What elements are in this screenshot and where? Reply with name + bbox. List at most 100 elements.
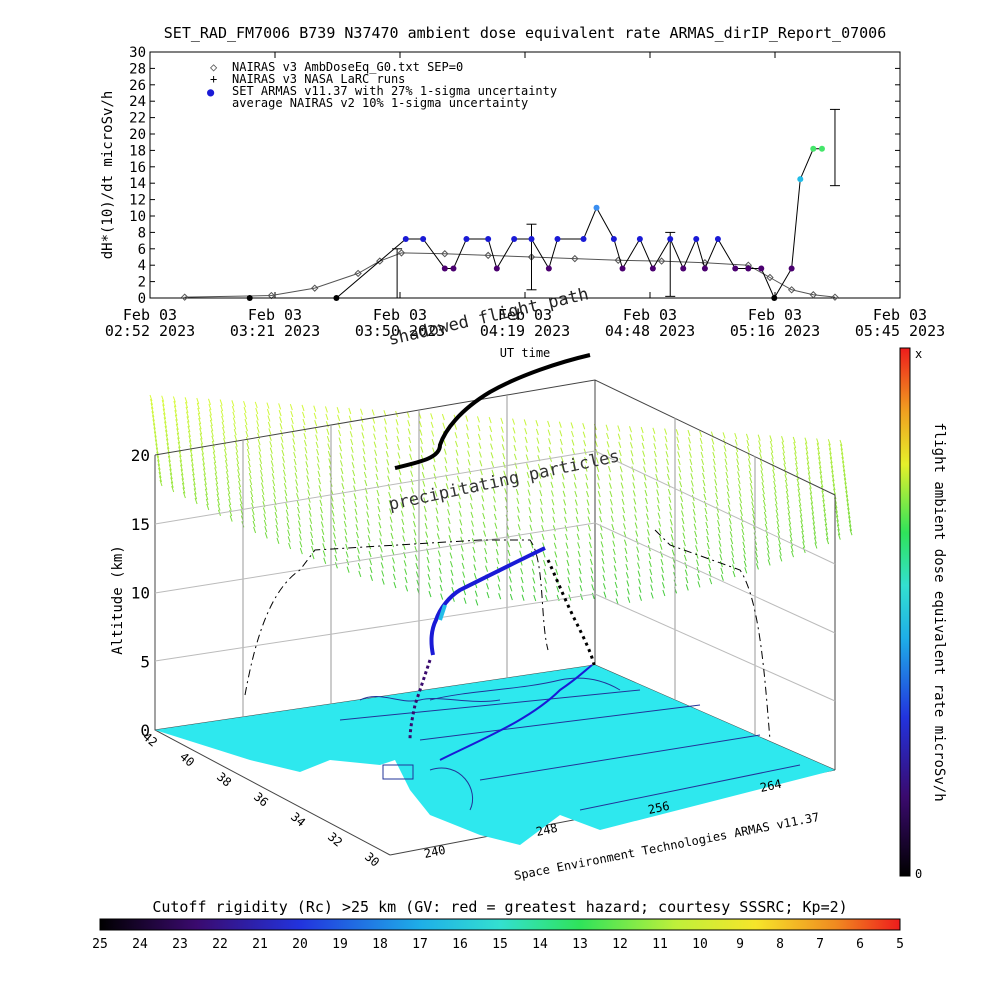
particle-tick	[318, 477, 321, 485]
particle-tick	[825, 533, 829, 540]
particle-tick	[520, 576, 524, 584]
particle-tick	[334, 562, 338, 569]
particle-tick	[156, 455, 160, 462]
particle-tick	[554, 559, 558, 567]
particle-tick	[748, 470, 752, 478]
dose-colorbar-top-label: x	[915, 347, 922, 361]
particle-tick	[196, 397, 200, 405]
particle-tick	[223, 443, 227, 450]
particle-tick	[806, 457, 810, 464]
particle-tick	[231, 405, 235, 413]
particle-tick	[350, 446, 354, 453]
particle-tick	[431, 438, 435, 446]
particle-tick	[222, 432, 226, 439]
particle-tick	[341, 483, 345, 490]
particle-tick	[370, 574, 373, 581]
particle-tick	[645, 513, 649, 520]
particle-tick	[214, 467, 218, 474]
particle-tick	[532, 577, 536, 584]
particle-tick	[818, 462, 822, 469]
particle-tick	[689, 465, 693, 473]
nairas-point	[441, 250, 449, 258]
particle-tick	[626, 588, 630, 595]
particle-tick	[272, 479, 276, 487]
particle-tick	[290, 410, 294, 418]
particle-tick	[456, 466, 460, 474]
particle-tick	[606, 432, 610, 440]
particle-tick	[519, 550, 523, 557]
particle-tick	[412, 504, 416, 511]
particle-tick	[622, 506, 626, 514]
particle-tick	[501, 444, 505, 451]
particle-tick	[819, 476, 823, 483]
particle-tick	[565, 551, 569, 558]
nairas-point	[180, 293, 189, 301]
particle-tick	[726, 485, 730, 492]
particle-tick	[410, 470, 414, 477]
particle-tick	[303, 440, 307, 447]
particle-tick	[500, 417, 504, 425]
particle-tick	[634, 522, 638, 529]
particle-tick	[376, 497, 380, 505]
particle-tick	[352, 469, 356, 477]
particle-tick	[560, 456, 564, 463]
armas-line	[249, 148, 822, 300]
particle-tick	[831, 470, 835, 477]
particle-tick	[244, 424, 248, 432]
particle-tick	[278, 403, 282, 410]
particle-tick	[722, 432, 726, 439]
particle-tick	[816, 438, 820, 445]
particle-tick	[661, 582, 665, 589]
particle-tick	[766, 547, 770, 554]
particle-tick	[541, 533, 545, 541]
particle-tick	[553, 542, 557, 549]
particle-tick	[776, 515, 779, 522]
particle-tick	[566, 559, 570, 567]
particle-tick	[363, 471, 367, 479]
particle-tick	[383, 418, 387, 425]
cutoff-rigidity-tick-label: 25	[92, 937, 108, 952]
particle-tick	[823, 509, 827, 516]
particle-tick	[540, 516, 544, 523]
particle-tick	[256, 420, 260, 427]
particle-tick	[650, 584, 654, 591]
particle-tick	[579, 576, 583, 583]
particle-tick	[227, 487, 231, 495]
chart-title: SET_RAD_FM7006 B739 N37470 ambient dose …	[164, 24, 886, 42]
particle-tick	[314, 427, 318, 434]
dose-colorbar-bar	[899, 347, 911, 877]
particle-tick	[767, 559, 771, 566]
particle-tick	[235, 446, 239, 453]
particle-tick	[428, 590, 432, 598]
particle-tick	[809, 487, 813, 494]
armas-point	[667, 235, 674, 242]
particle-tick	[443, 439, 447, 447]
particle-tick	[315, 441, 319, 449]
particle-tick	[799, 515, 803, 522]
particle-tick	[260, 476, 264, 483]
particle-tick	[327, 450, 331, 458]
particle-tick	[549, 464, 553, 471]
particle-tick	[798, 499, 802, 506]
particle-tick	[702, 479, 706, 487]
particle-tick	[563, 499, 567, 506]
particle-tick	[243, 406, 247, 414]
particle-tick	[434, 481, 437, 489]
particle-tick	[734, 432, 738, 440]
particle-tick	[360, 408, 363, 415]
particle-tick	[699, 430, 703, 438]
particle-tick	[326, 435, 330, 443]
particle-tick	[662, 589, 666, 597]
particle-tick	[352, 477, 356, 484]
particle-tick	[155, 443, 159, 450]
particle-tick	[586, 490, 589, 498]
legend-label: SET ARMAS v11.37 with 27% 1-sigma uncert…	[232, 84, 557, 98]
particle-tick	[837, 528, 841, 536]
particle-tick	[216, 493, 220, 501]
particle-tick	[741, 535, 745, 542]
particle-tick	[706, 542, 710, 550]
particle-tick	[575, 507, 579, 515]
armas-point	[714, 235, 721, 242]
